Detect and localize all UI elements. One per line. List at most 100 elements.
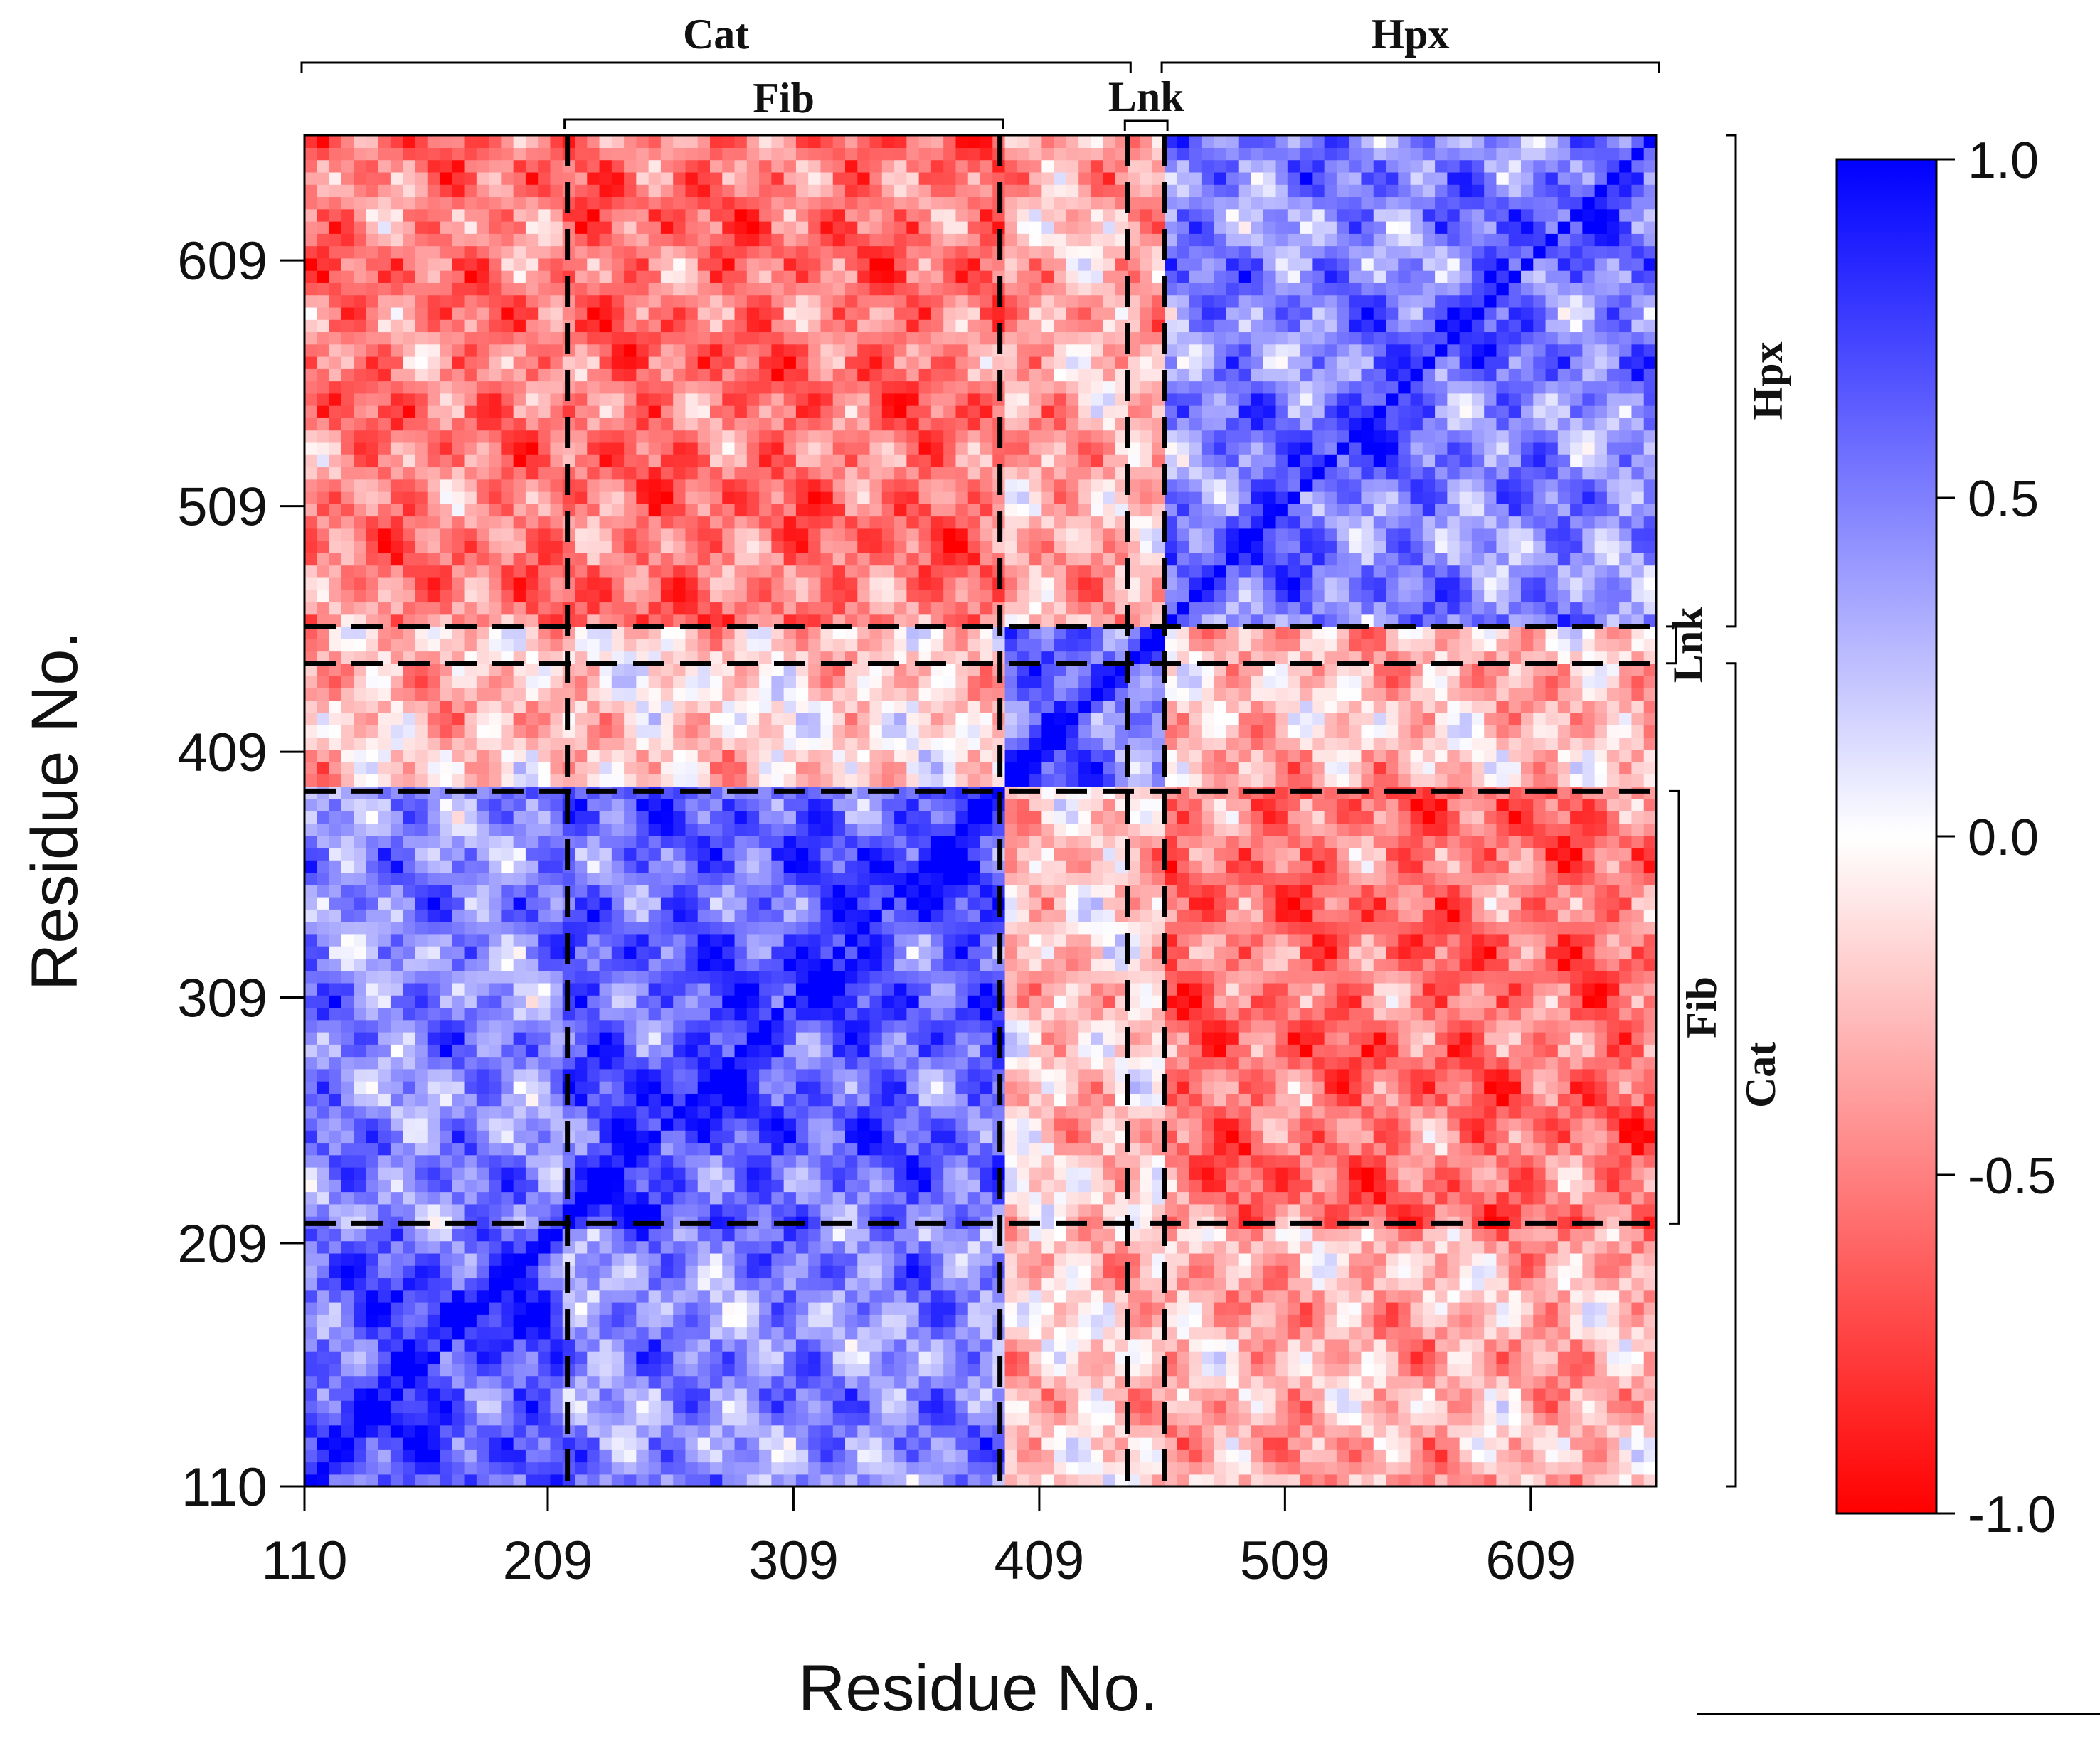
heatmap-cell	[1189, 1326, 1202, 1340]
heatmap-cell	[1004, 1400, 1018, 1414]
heatmap-cell	[1631, 1474, 1645, 1486]
heatmap-cell	[1004, 1338, 1018, 1352]
heatmap-cell	[1570, 1019, 1584, 1033]
heatmap-cell	[857, 1277, 871, 1291]
heatmap-cell	[845, 1289, 858, 1303]
heatmap-cell	[906, 1093, 920, 1107]
heatmap-cell	[1484, 1252, 1497, 1266]
heatmap-cell	[1336, 1081, 1349, 1094]
heatmap-cell	[1422, 1007, 1436, 1021]
heatmap-cell	[341, 995, 354, 1008]
heatmap-cell	[1300, 1179, 1313, 1193]
heatmap-cell	[660, 1154, 674, 1168]
heatmap-cell	[1251, 1019, 1263, 1033]
heatmap-cell	[440, 1326, 452, 1340]
heatmap-cell	[341, 921, 354, 935]
heatmap-cell	[317, 1044, 330, 1058]
heatmap-cell	[1459, 970, 1473, 984]
heatmap-cell	[1582, 1007, 1596, 1021]
heatmap-cell	[427, 1007, 440, 1021]
heatmap-cell	[366, 970, 379, 984]
heatmap-cell	[1398, 1326, 1411, 1340]
heatmap-cell	[1373, 1301, 1386, 1315]
heatmap-cell	[1078, 1388, 1092, 1401]
heatmap-cell	[1496, 1437, 1510, 1450]
heatmap-cell	[980, 1191, 993, 1205]
heatmap-cell	[329, 1203, 342, 1217]
heatmap-cell	[1312, 1314, 1325, 1328]
heatmap-cell	[366, 995, 379, 1008]
heatmap-cell	[1066, 1449, 1079, 1463]
heatmap-cell	[1410, 1252, 1423, 1266]
heatmap-cell	[1251, 1117, 1263, 1131]
heatmap-cell	[1324, 1301, 1337, 1315]
heatmap-cell	[427, 970, 440, 984]
heatmap-cell	[722, 1007, 736, 1021]
heatmap-cell	[525, 1068, 539, 1082]
heatmap-cell	[1275, 1154, 1288, 1168]
heatmap-cell	[1029, 1265, 1043, 1279]
heatmap-cell	[1386, 1031, 1399, 1045]
heatmap-cell	[1398, 1314, 1411, 1328]
heatmap-cell	[1017, 1375, 1030, 1389]
heatmap-cell	[1582, 1105, 1596, 1119]
heatmap-cell	[1570, 1474, 1584, 1486]
heatmap-cell	[1287, 946, 1300, 959]
heatmap-cell	[525, 1437, 539, 1450]
heatmap-cell	[1189, 1228, 1202, 1242]
heatmap-cell	[1324, 1105, 1337, 1119]
heatmap-cell	[943, 1252, 957, 1266]
heatmap-cell	[980, 1117, 993, 1131]
heatmap-cell	[1643, 1412, 1656, 1426]
heatmap-cell	[869, 1400, 883, 1414]
heatmap-cell	[1643, 1166, 1656, 1180]
heatmap-cell	[464, 970, 477, 984]
heatmap-cell	[1300, 1474, 1313, 1486]
heatmap-cell	[1471, 1301, 1485, 1315]
heatmap-cell	[501, 1363, 514, 1377]
heatmap-cell	[1386, 982, 1399, 996]
heatmap-cell	[1238, 1130, 1251, 1144]
heatmap-cell	[1251, 1363, 1263, 1377]
heatmap-cell	[1422, 1338, 1436, 1352]
heatmap-cell	[1545, 1375, 1559, 1389]
heatmap-cell	[1631, 1044, 1645, 1058]
heatmap-cell	[894, 1338, 908, 1352]
heatmap-cell	[304, 1338, 317, 1352]
heatmap-cell	[1287, 1363, 1300, 1377]
heatmap-cell	[427, 933, 440, 947]
heatmap-cell	[427, 995, 440, 1008]
heatmap-cell	[1091, 1203, 1104, 1217]
heatmap-cell	[1287, 1240, 1300, 1254]
heatmap-cell	[415, 1130, 428, 1144]
heatmap-cell	[845, 1019, 858, 1033]
heatmap-cell	[1214, 1412, 1227, 1426]
heatmap-cell	[881, 1277, 895, 1291]
heatmap-cell	[1484, 1412, 1497, 1426]
heatmap-cell	[636, 1425, 649, 1438]
heatmap-cell	[1189, 1019, 1202, 1033]
heatmap-cell	[390, 1117, 403, 1131]
heatmap-cell	[427, 1117, 440, 1131]
heatmap-cell	[918, 970, 932, 984]
heatmap-cell	[857, 1412, 871, 1426]
heatmap-cell	[697, 1425, 711, 1438]
heatmap-cell	[980, 1412, 993, 1426]
heatmap-cell	[722, 1425, 736, 1438]
heatmap-cell	[1140, 1093, 1153, 1107]
heatmap-cell	[881, 1375, 895, 1389]
heatmap-cell	[599, 1449, 612, 1463]
heatmap-cell	[759, 1228, 773, 1242]
heatmap-cell	[832, 1437, 846, 1450]
heatmap-cell	[734, 1425, 748, 1438]
heatmap-cell	[1373, 1375, 1386, 1389]
heatmap-cell	[808, 933, 822, 947]
heatmap-cell	[1189, 1388, 1202, 1401]
heatmap-cell	[759, 921, 773, 935]
heatmap-cell	[1631, 1179, 1645, 1193]
heatmap-cell	[967, 1031, 981, 1045]
heatmap-cell	[378, 1093, 391, 1107]
heatmap-cell	[1004, 1289, 1018, 1303]
heatmap-cell	[1226, 1166, 1239, 1180]
heatmap-cell	[881, 1388, 895, 1401]
